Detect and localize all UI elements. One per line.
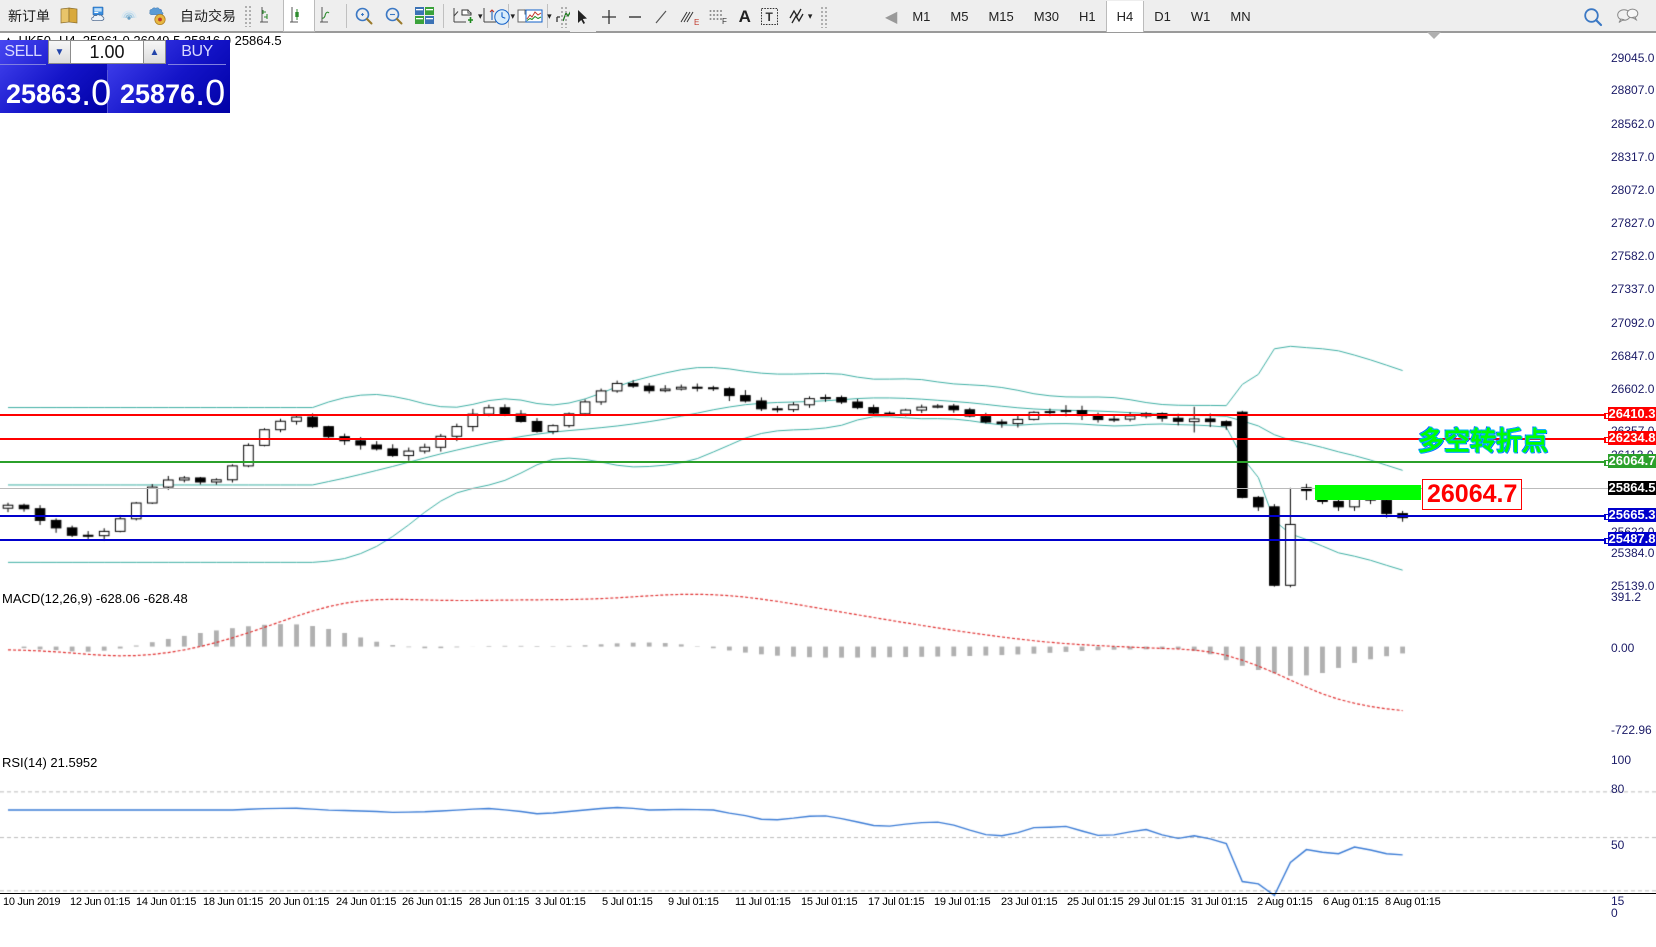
svg-text:T: T: [765, 10, 773, 24]
svg-text:E: E: [694, 18, 699, 26]
svg-text:F: F: [722, 17, 727, 25]
